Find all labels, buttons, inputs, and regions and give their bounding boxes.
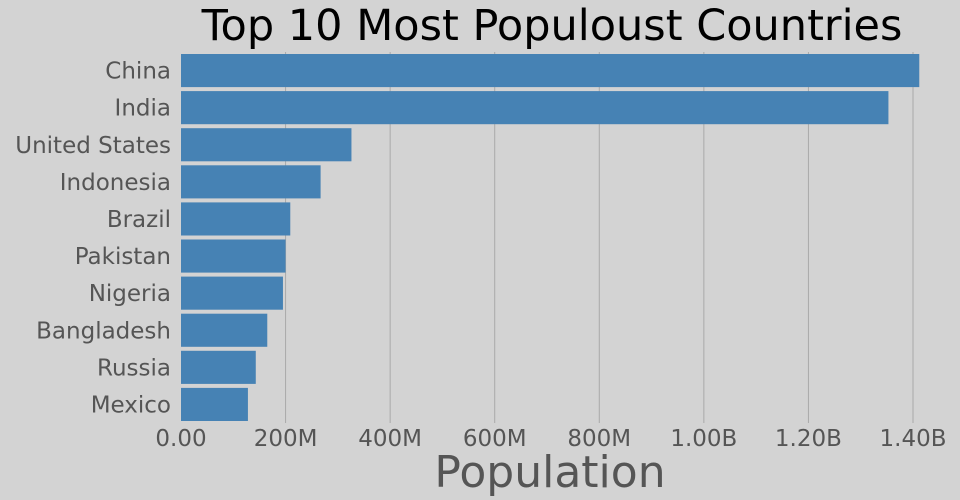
- bar-united-states: [181, 128, 352, 162]
- bar-brazil: [181, 202, 291, 236]
- category-label: Mexico: [91, 392, 171, 418]
- x-tick-label: 1.20B: [775, 426, 842, 452]
- bar-russia: [181, 350, 256, 384]
- x-tick-label: 200M: [254, 426, 318, 452]
- bar-bangladesh: [181, 313, 268, 347]
- category-label: Brazil: [107, 207, 171, 233]
- category-label: Indonesia: [60, 170, 171, 196]
- x-tick-label: 0.00: [155, 426, 206, 452]
- bar-mexico: [181, 387, 248, 421]
- bar-india: [181, 91, 889, 125]
- x-tick-label: 1.00B: [670, 426, 737, 452]
- x-axis-title: Population: [434, 447, 665, 498]
- category-label: China: [105, 59, 171, 85]
- x-axis-tick-labels: 0.00 200M 400M 600M 800M 1.00B 1.20B 1.40B: [155, 426, 946, 452]
- x-tick-label: 1.40B: [880, 426, 947, 452]
- x-tick-label: 800M: [567, 426, 631, 452]
- bar-pakistan: [181, 239, 286, 273]
- x-tick-label: 600M: [463, 426, 527, 452]
- chart-title: Top 10 Most Populoust Countries: [201, 1, 903, 51]
- category-label: Nigeria: [89, 281, 171, 307]
- category-label: Pakistan: [75, 244, 171, 270]
- bar-china: [181, 54, 920, 88]
- bars: [181, 54, 920, 421]
- category-label: Bangladesh: [36, 318, 171, 344]
- bar-nigeria: [181, 276, 283, 310]
- category-label: India: [115, 96, 171, 122]
- category-label: Russia: [97, 355, 171, 381]
- bar-indonesia: [181, 165, 321, 199]
- category-labels: China India United States Indonesia Brazil Pa…: [15, 59, 171, 419]
- x-tick-label: 400M: [358, 426, 422, 452]
- category-label: United States: [15, 133, 171, 159]
